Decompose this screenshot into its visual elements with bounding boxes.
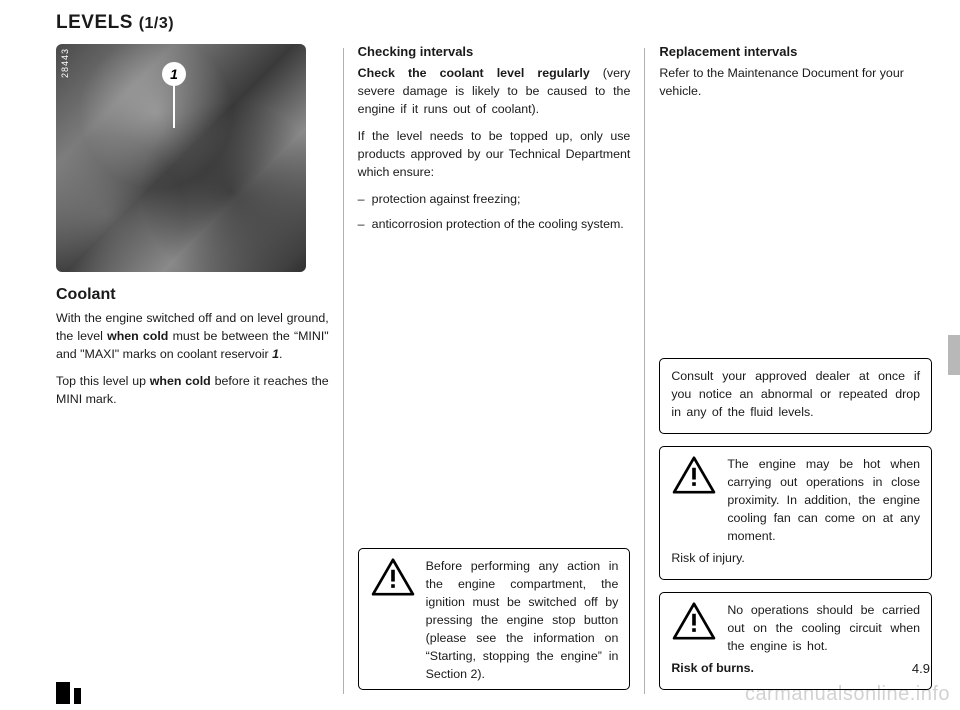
callout-1: 1 [162,62,186,86]
t-bold: when cold [150,374,211,388]
warning-icon [671,456,717,496]
photo-id: 28443 [60,48,70,78]
title-sub: (1/3) [139,15,174,32]
page-number: 4.9 [912,661,930,676]
box-row: The engine may be hot when carrying out … [671,456,920,550]
col1-p1: With the engine switched off and on leve… [56,310,329,364]
heading-coolant: Coolant [56,286,329,304]
footer-marks [56,682,81,704]
column-2: Checking intervals Check the coolant lev… [344,44,645,702]
t: Top this level up [56,374,150,388]
box-text: No operations should be carried out on t… [727,602,920,656]
col1-p2: Top this level up when cold before it re… [56,373,329,409]
mark [74,688,81,704]
box-text: Consult your approved dealer at once if … [671,368,920,422]
list-item: protection against freezing; [358,191,631,209]
t-bold: Check the coolant level regularly [358,66,590,80]
title-text: LEVELS [56,12,133,33]
engine-photo: 28443 1 [56,44,306,272]
col2-list: protection against freezing; anticorrosi… [358,191,631,241]
heading-replacement: Replacement intervals [659,44,932,59]
box-risk: Risk of burns. [671,660,920,678]
columns: 28443 1 Coolant With the engine switched… [56,44,932,702]
col3-p1: Refer to the Maintenance Document for yo… [659,65,932,101]
box-risk: Risk of injury. [671,550,920,568]
column-3: Replacement intervals Refer to the Maint… [645,44,932,702]
warning-icon [671,602,717,642]
manual-page: LEVELS (1/3) 28443 1 Coolant With the en… [0,0,960,710]
t: . [279,347,282,361]
t-ref: 1 [272,347,279,361]
mark [56,682,70,704]
box-row: No operations should be carried out on t… [671,602,920,660]
col2-p2: If the level needs to be topped up, only… [358,128,631,182]
callout-line [173,84,175,128]
box-row: Before performing any action in the engi… [370,558,619,688]
side-tab [948,335,960,375]
page-title: LEVELS (1/3) [56,12,932,34]
box-text: The engine may be hot when carrying out … [727,456,920,546]
warning-icon [370,558,416,598]
box-text: Before performing any action in the engi… [426,558,619,684]
column-1: 28443 1 Coolant With the engine switched… [56,44,343,702]
warning-box-ignition: Before performing any action in the engi… [358,548,631,690]
watermark: carmanualsonline.info [745,683,950,706]
t-bold: when cold [107,329,168,343]
col2-p1: Check the coolant level regularly (very … [358,65,631,119]
list-item: anticorrosion protection of the cooling … [358,216,631,234]
info-box-dealer: Consult your approved dealer at once if … [659,358,932,434]
warning-box-hot-engine: The engine may be hot when carrying out … [659,446,932,580]
warning-box-cooling-circuit: No operations should be carried out on t… [659,592,932,690]
col2-bottom: Before performing any action in the engi… [358,548,631,702]
col3-bottom: Consult your approved dealer at once if … [659,358,932,702]
heading-checking: Checking intervals [358,44,631,59]
